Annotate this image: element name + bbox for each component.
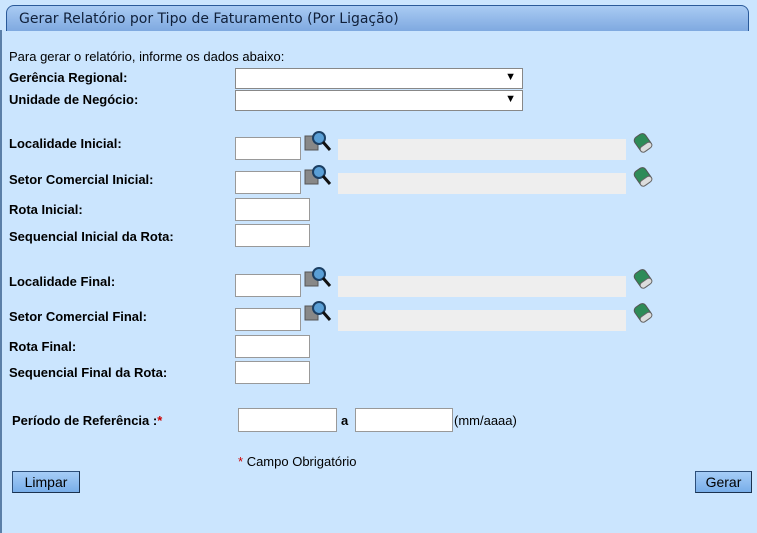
loc-fim-name [338, 276, 626, 297]
required-note: * Campo Obrigatório [238, 454, 357, 469]
eraser-icon[interactable] [631, 164, 655, 188]
unidade-label: Unidade de Negócio: [9, 92, 139, 107]
gerencia-label: Gerência Regional: [9, 70, 128, 85]
periodo-separator: a [341, 413, 349, 428]
setor-fim-label: Setor Comercial Final: [9, 309, 147, 324]
periodo-label-text: Período de Referência : [12, 413, 158, 428]
periodo-format: (mm/aaaa) [454, 413, 517, 428]
rota-ini-input[interactable] [235, 198, 310, 221]
required-mark: * [157, 413, 163, 428]
setor-ini-name [338, 173, 626, 194]
magnifier-icon[interactable] [304, 266, 332, 290]
unidade-select[interactable]: ▼ [235, 90, 523, 111]
loc-ini-name [338, 139, 626, 160]
loc-ini-input[interactable] [235, 137, 301, 160]
frame-border [0, 30, 2, 533]
required-mark: * [238, 454, 244, 469]
seq-ini-label: Sequencial Inicial da Rota: [9, 229, 174, 244]
chevron-down-icon: ▼ [505, 71, 516, 83]
intro-text: Para gerar o relatório, informe os dados… [9, 49, 285, 64]
eraser-icon[interactable] [631, 266, 655, 290]
gerencia-select[interactable]: ▼ [235, 68, 523, 89]
chevron-down-icon: ▼ [505, 93, 516, 105]
page-title: Gerar Relatório por Tipo de Faturamento … [6, 5, 749, 31]
rota-fim-label: Rota Final: [9, 339, 77, 354]
seq-fim-input[interactable] [235, 361, 310, 384]
eraser-icon[interactable] [631, 300, 655, 324]
periodo-fim-input[interactable] [355, 408, 453, 432]
required-note-text: Campo Obrigatório [246, 454, 357, 469]
periodo-label: Período de Referência :* [12, 413, 162, 428]
gerar-button[interactable]: Gerar [695, 471, 752, 493]
magnifier-icon[interactable] [304, 300, 332, 324]
setor-fim-name [338, 310, 626, 331]
seq-ini-input[interactable] [235, 224, 310, 247]
setor-fim-input[interactable] [235, 308, 301, 331]
magnifier-icon[interactable] [304, 130, 332, 154]
eraser-icon[interactable] [631, 130, 655, 154]
periodo-inicio-input[interactable] [238, 408, 337, 432]
setor-ini-label: Setor Comercial Inicial: [9, 172, 154, 187]
seq-fim-label: Sequencial Final da Rota: [9, 365, 168, 380]
rota-ini-label: Rota Inicial: [9, 202, 83, 217]
loc-fim-input[interactable] [235, 274, 301, 297]
magnifier-icon[interactable] [304, 164, 332, 188]
rota-fim-input[interactable] [235, 335, 310, 358]
setor-ini-input[interactable] [235, 171, 301, 194]
limpar-button[interactable]: Limpar [12, 471, 80, 493]
loc-fim-label: Localidade Final: [9, 274, 116, 289]
loc-ini-label: Localidade Inicial: [9, 136, 122, 151]
